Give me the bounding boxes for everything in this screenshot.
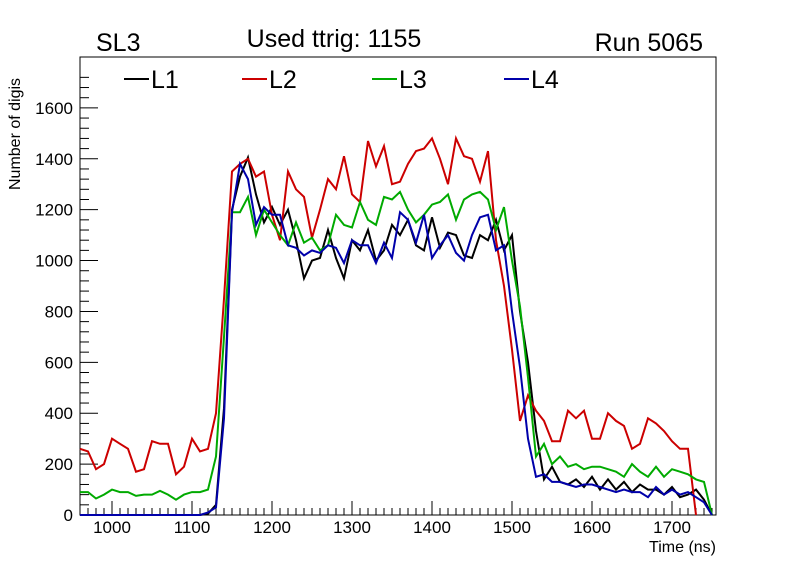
y-tick-label: 1600 [35,99,73,118]
x-tick-label: 1200 [253,518,291,537]
x-tick-label: 1000 [93,518,131,537]
x-tick-label: 1500 [493,518,531,537]
legend: L1 L2 L3 L4 [124,66,559,94]
y-tick-label: 800 [45,302,73,321]
legend-label-l3: L3 [399,66,427,94]
x-axis-label: Time (ns) [649,539,716,556]
x-tick-label: 1400 [413,518,451,537]
x-tick-label: 1600 [573,518,611,537]
legend-label-l4: L4 [531,66,559,94]
y-axis-label: Number of digis [7,78,24,190]
x-tick-label: 1700 [653,518,691,537]
y-tick-label: 1200 [35,201,73,220]
series-line-l4 [80,160,713,516]
y-tick-label: 0 [64,506,73,525]
run-label: Run 5065 [595,29,703,57]
axis-ticks: 1000 1100 1200 1300 1400 1500 1600 1700 0 200 400 6… [35,76,713,537]
legend-label-l1: L1 [151,66,179,94]
y-tick-label: 1000 [35,252,73,271]
x-tick-label: 1100 [174,518,211,537]
series-lines [79,135,713,516]
legend-label-l2: L2 [269,66,297,94]
plot-frame [79,56,717,516]
series-line-l2 [79,135,697,516]
y-tick-label: 200 [45,455,73,474]
y-tick-label: 1400 [35,150,73,169]
series-line-l1 [80,154,713,516]
chart-title: Used ttrig: 1155 [247,25,422,53]
y-tick-label: 600 [45,353,73,372]
y-tick-label: 400 [45,404,73,423]
series-line-l3 [80,190,713,516]
superlayer-label: SL3 [96,29,140,57]
x-tick-label: 1300 [333,518,371,537]
